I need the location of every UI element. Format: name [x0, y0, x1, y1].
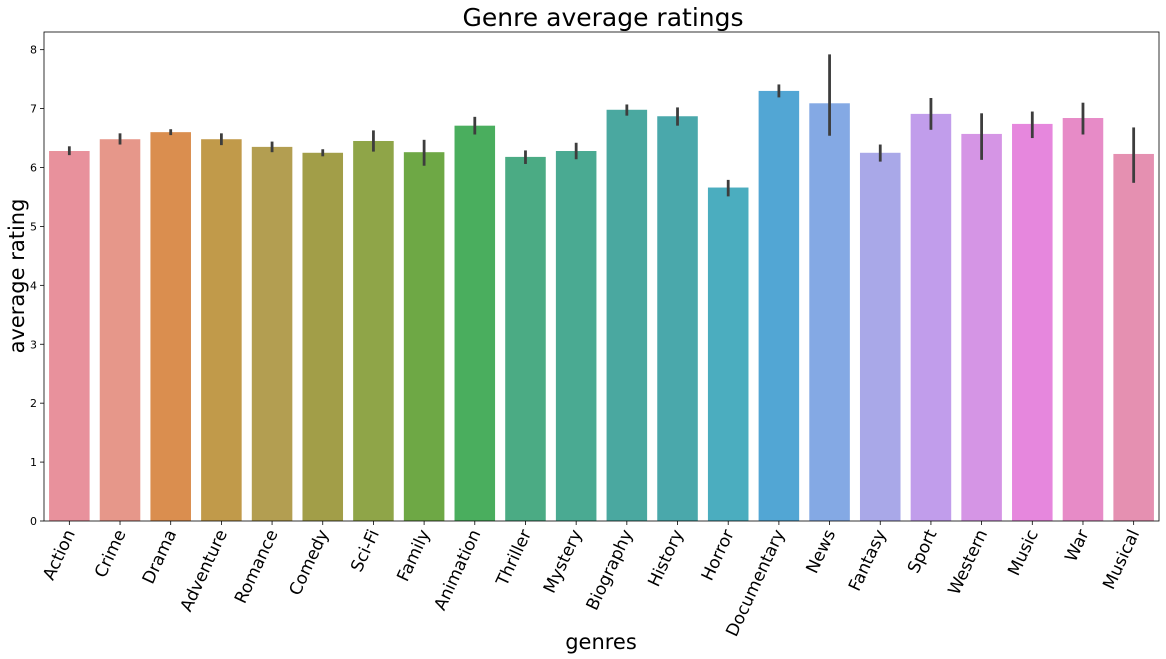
- y-tick-label: 4: [30, 279, 37, 292]
- bar-biography: [606, 109, 648, 521]
- bar-news: [809, 103, 850, 521]
- x-tick-label: News: [803, 527, 841, 577]
- x-tick-label: Fantasy: [845, 527, 891, 595]
- chart-title: Genre average ratings: [462, 3, 743, 32]
- x-tick-label: Biography: [583, 527, 638, 614]
- x-tick-label: Music: [1004, 527, 1043, 579]
- y-tick-label: 8: [30, 44, 37, 57]
- x-tick-label: Horror: [698, 527, 739, 584]
- error-bars-group: [67, 54, 1136, 197]
- y-axis-title: average rating: [5, 199, 29, 354]
- bar-sci-fi: [353, 140, 394, 522]
- bar-romance: [251, 146, 293, 521]
- plot-frame: [43, 31, 1160, 522]
- bar-sport: [910, 113, 952, 522]
- x-tick-label: Action: [39, 527, 80, 584]
- bar-war: [1062, 118, 1104, 521]
- bar-comedy: [302, 152, 344, 522]
- bar-animation: [454, 125, 496, 521]
- bar-family: [403, 152, 445, 521]
- y-tick-label: 3: [30, 338, 37, 351]
- bar-musical: [1113, 153, 1154, 521]
- x-tick-label: War: [1061, 527, 1093, 565]
- y-tick-label: 5: [30, 220, 37, 233]
- y-tick-label: 1: [30, 456, 37, 469]
- bar-history: [657, 116, 698, 522]
- x-tick-label: Sport: [904, 526, 942, 576]
- bar-western: [961, 133, 1002, 521]
- bar-documentary: [758, 90, 800, 522]
- bars-group: [49, 90, 1154, 522]
- x-tick-label: Thriller: [492, 527, 536, 591]
- bar-mystery: [555, 151, 597, 521]
- bar-action: [49, 151, 90, 521]
- x-tick-label: Romance: [231, 527, 283, 607]
- bar-drama: [150, 132, 191, 522]
- bar-adventure: [201, 139, 242, 521]
- y-tick-label: 2: [30, 397, 37, 410]
- bar-fantasy: [859, 152, 901, 522]
- x-axis-title: genres: [565, 630, 637, 654]
- y-axis: 0 1 2 3 4 5 6 7 8: [30, 44, 44, 528]
- x-tick-label: Animation: [431, 527, 486, 614]
- x-tick-label: Drama: [139, 527, 181, 588]
- x-tick-label: Comedy: [286, 527, 334, 599]
- x-tick-label: Western: [945, 527, 993, 599]
- bar-thriller: [505, 156, 546, 522]
- y-tick-label: 0: [30, 515, 37, 528]
- bar-crime: [99, 139, 141, 521]
- x-tick-label: Crime: [91, 527, 131, 581]
- x-tick-label: History: [644, 527, 688, 590]
- x-tick-label: Sci-Fi: [347, 527, 384, 576]
- x-tick-label: Family: [393, 527, 434, 585]
- x-tick-label: Adventure: [177, 527, 232, 615]
- x-tick-label: Mystery: [540, 527, 587, 597]
- x-tick-label: Musical: [1099, 527, 1144, 593]
- y-tick-label: 6: [30, 162, 37, 175]
- bar-horror: [707, 187, 749, 521]
- y-tick-label: 7: [30, 103, 37, 116]
- bar-music: [1012, 123, 1053, 521]
